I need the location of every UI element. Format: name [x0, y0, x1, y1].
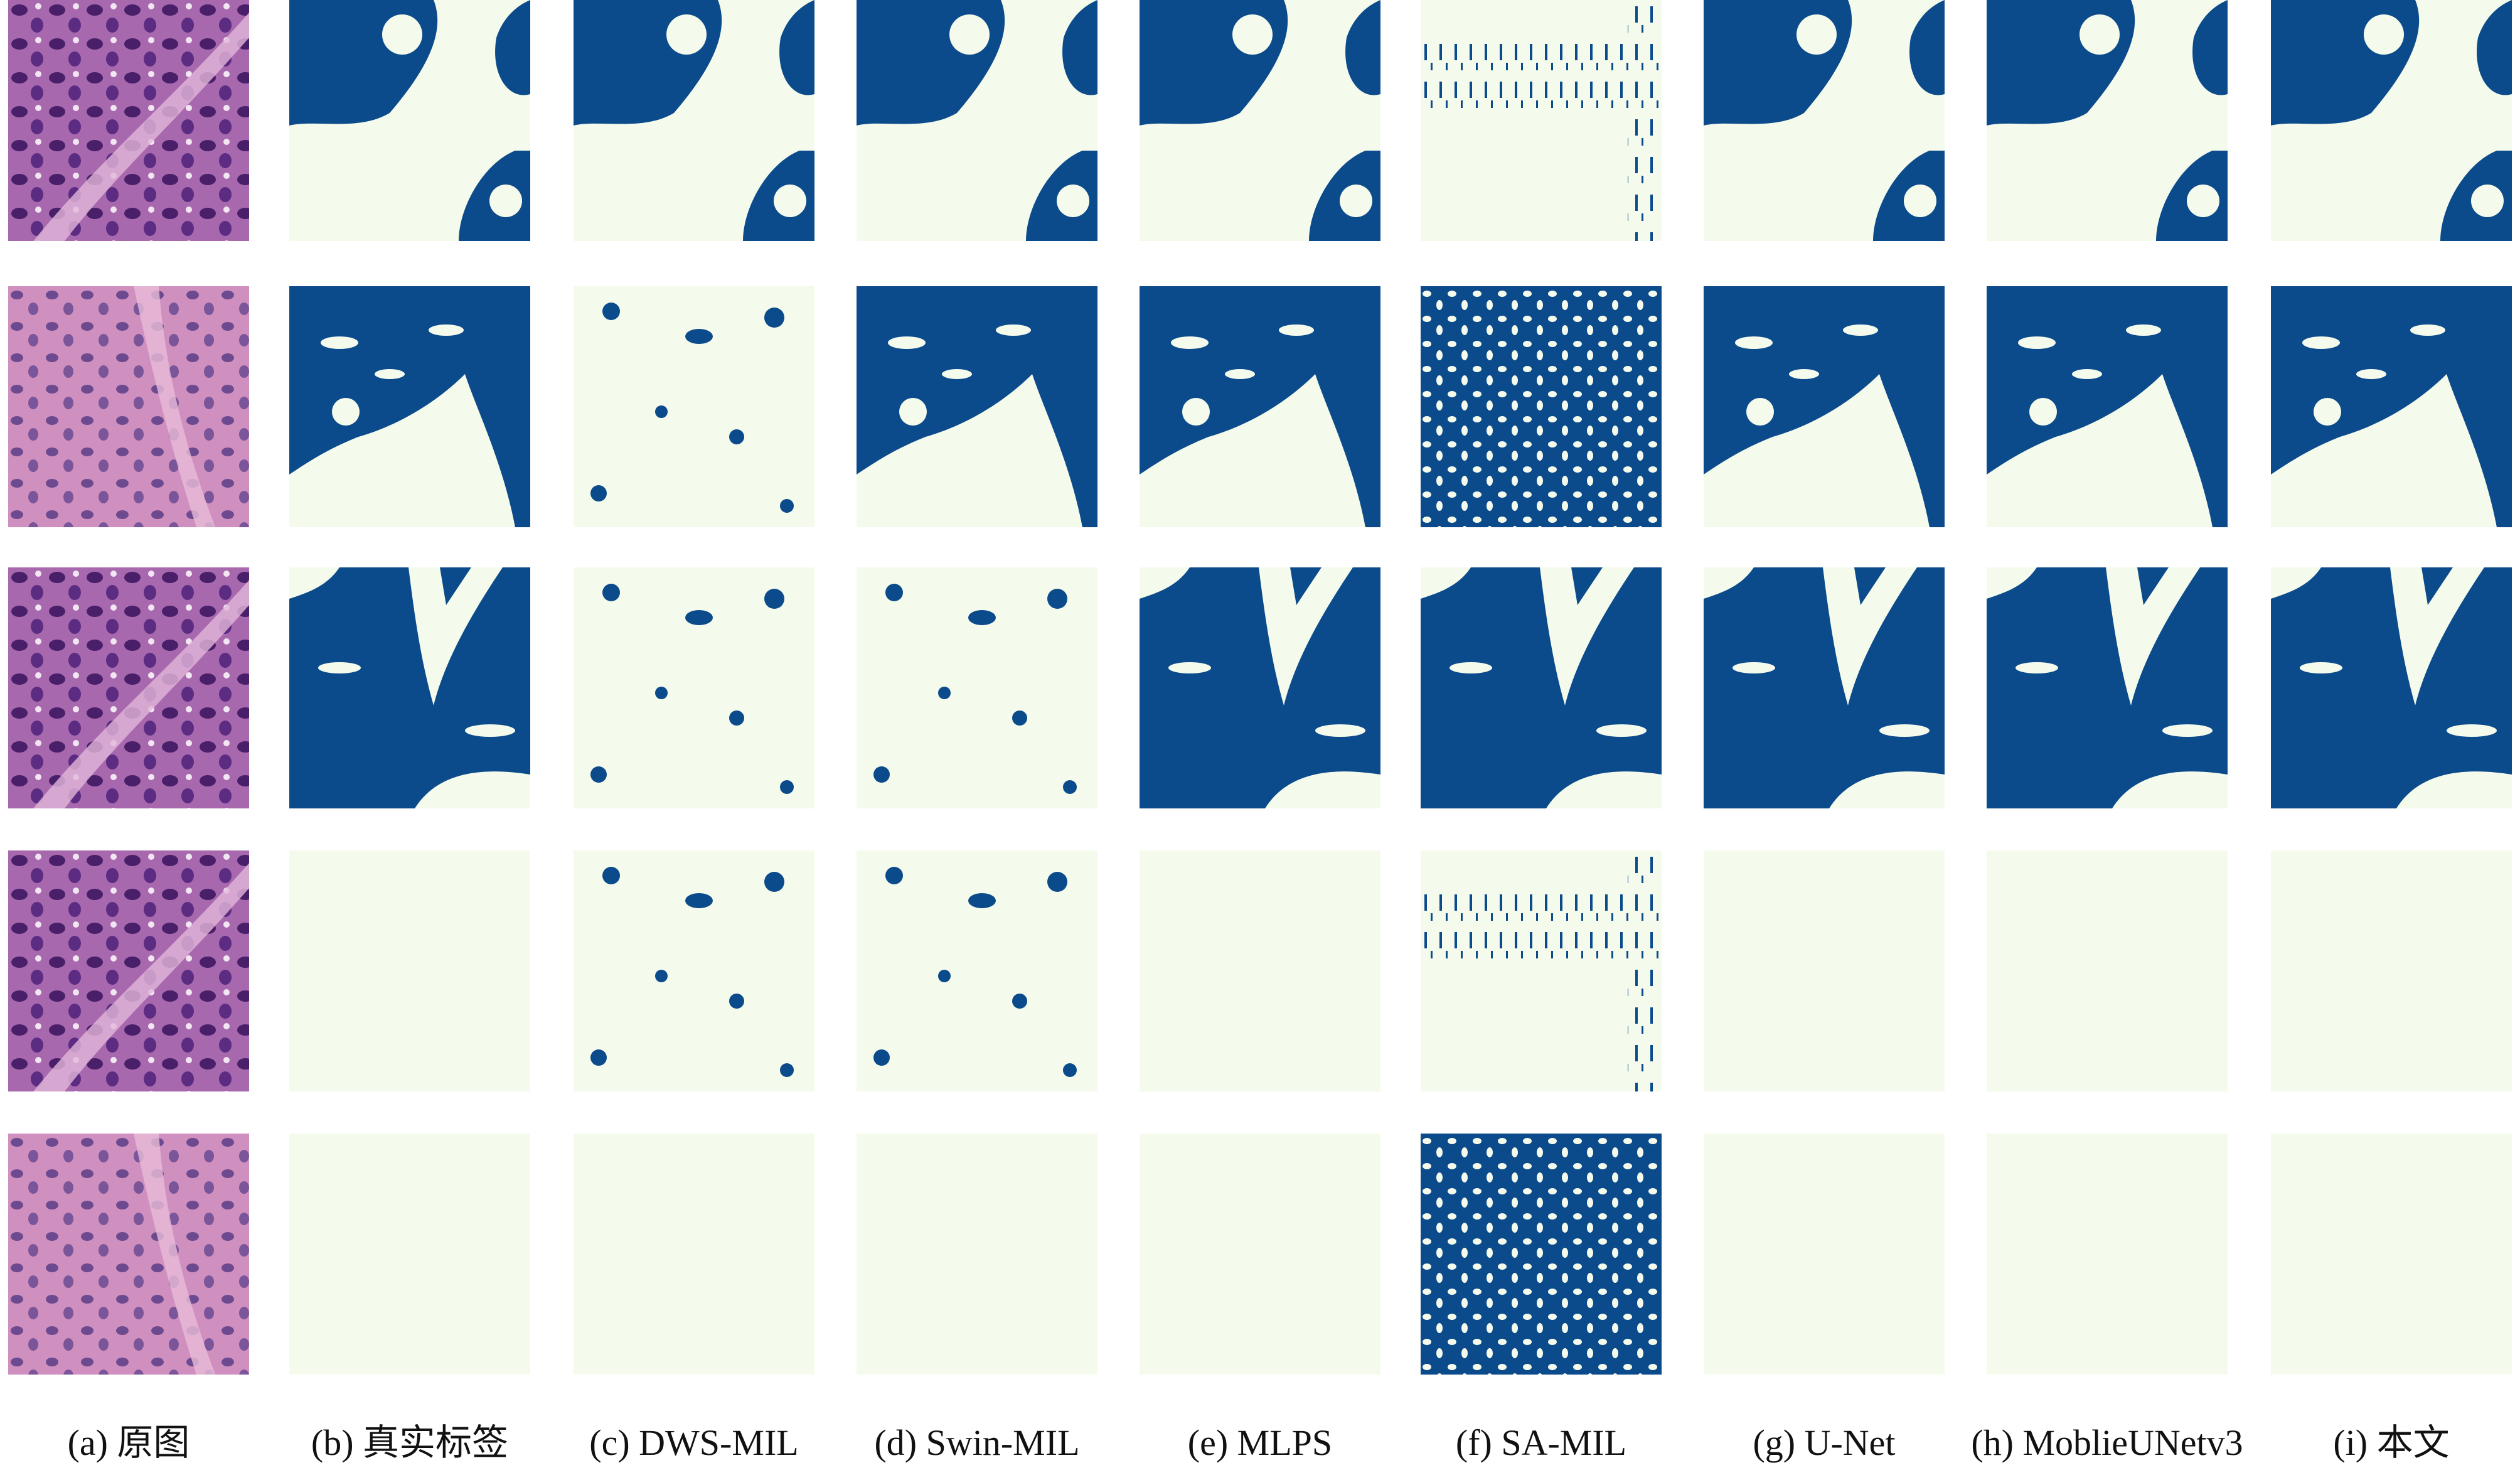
mask — [1987, 850, 2228, 1091]
mask — [1987, 567, 2228, 808]
mask — [1987, 0, 2228, 241]
mask — [289, 0, 530, 241]
caption: (i) 本文 — [2333, 1422, 2449, 1463]
source-image — [8, 850, 249, 1091]
mask — [1421, 0, 1662, 241]
mask — [574, 567, 814, 808]
caption: (a) 原图 — [68, 1422, 190, 1463]
mask — [1140, 850, 1380, 1091]
caption: (h) MoblieUNetv3 — [1971, 1422, 2243, 1463]
caption: (e) MLPS — [1188, 1422, 1332, 1463]
caption: (b) 真实标签 — [311, 1422, 508, 1463]
caption: (f) SA-MIL — [1456, 1422, 1626, 1463]
mask — [857, 0, 1097, 241]
mask — [857, 850, 1097, 1091]
mask — [1140, 0, 1380, 241]
mask — [1421, 286, 1662, 527]
mask — [1140, 286, 1380, 527]
mask — [574, 1134, 814, 1375]
mask — [289, 850, 530, 1091]
source-image — [8, 286, 249, 527]
mask — [857, 1134, 1097, 1375]
source-image — [8, 0, 249, 241]
mask — [1140, 567, 1380, 808]
mask — [1704, 567, 1945, 808]
caption: (d) Swin-MIL — [874, 1422, 1079, 1463]
mask — [574, 286, 814, 527]
mask — [574, 850, 814, 1091]
mask — [2271, 1134, 2512, 1375]
caption: (c) DWS-MIL — [589, 1422, 798, 1463]
mask — [1704, 850, 1945, 1091]
mask — [1421, 1134, 1662, 1375]
mask — [1987, 1134, 2228, 1375]
mask — [289, 1134, 530, 1375]
mask — [1704, 286, 1945, 527]
caption: (g) U-Net — [1753, 1422, 1895, 1463]
mask — [1987, 286, 2228, 527]
mask — [289, 567, 530, 808]
mask — [2271, 850, 2512, 1091]
mask — [289, 286, 530, 527]
mask — [2271, 567, 2512, 808]
mask — [574, 0, 814, 241]
mask — [1140, 1134, 1380, 1375]
mask — [857, 286, 1097, 527]
mask — [1421, 850, 1662, 1091]
mask — [857, 567, 1097, 808]
mask — [2271, 0, 2512, 241]
mask — [1704, 0, 1945, 241]
mask — [2271, 286, 2512, 527]
source-image — [8, 567, 249, 808]
source-image — [8, 1134, 249, 1375]
mask — [1421, 567, 1662, 808]
mask — [1704, 1134, 1945, 1375]
